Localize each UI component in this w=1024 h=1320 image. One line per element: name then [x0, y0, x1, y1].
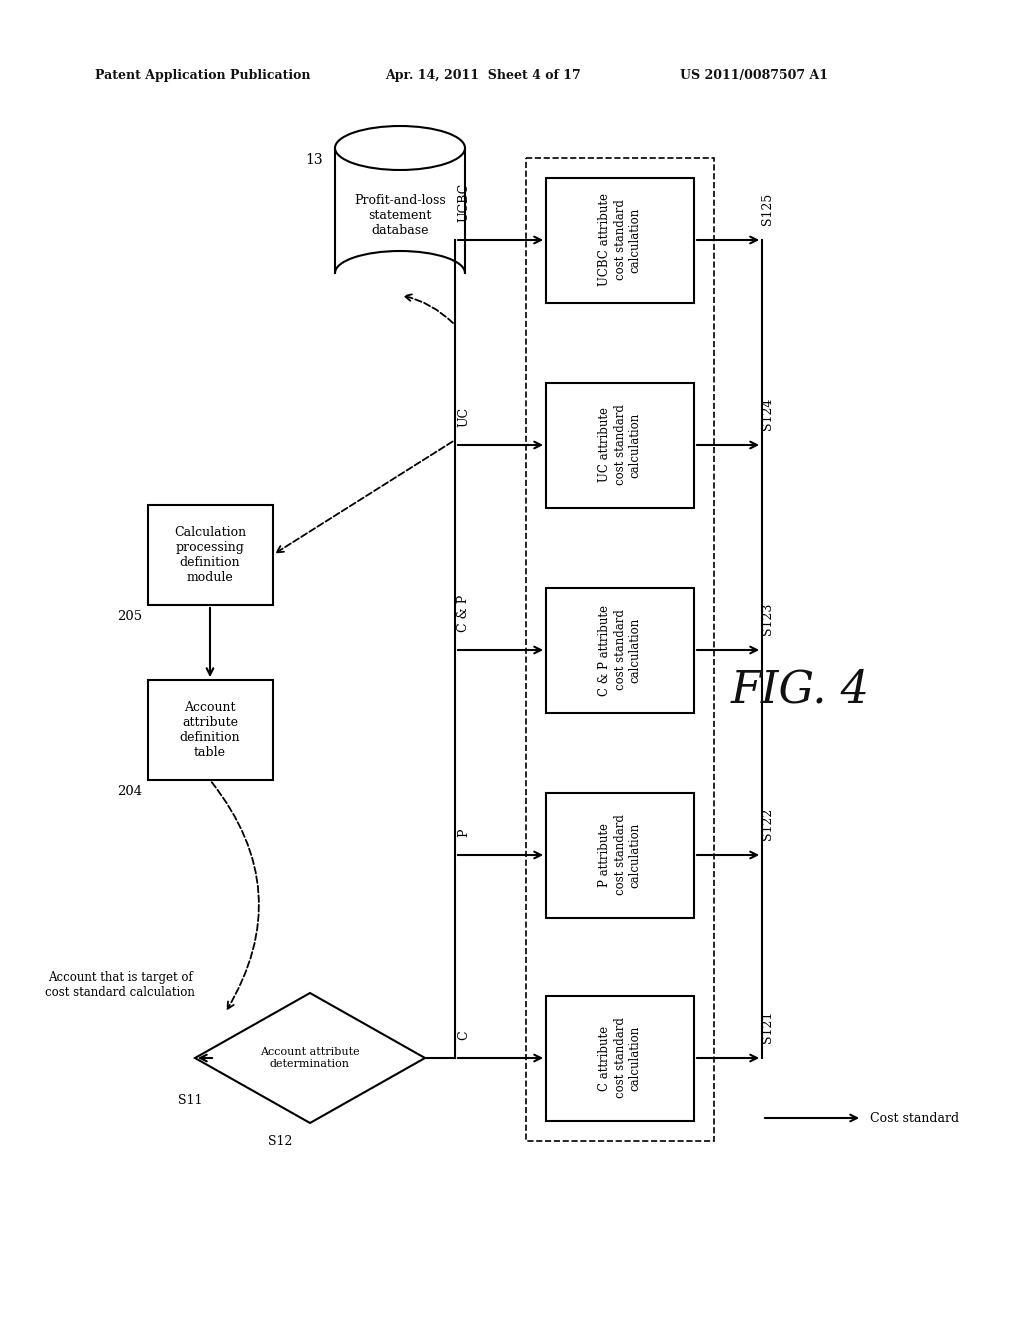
FancyBboxPatch shape: [147, 506, 272, 605]
Text: P: P: [457, 829, 470, 837]
Text: Calculation
processing
definition
module: Calculation processing definition module: [174, 525, 246, 583]
Text: S124: S124: [761, 397, 774, 430]
Text: S125: S125: [761, 193, 774, 224]
Text: Account attribute
determination: Account attribute determination: [260, 1047, 359, 1069]
Text: UC: UC: [457, 407, 470, 426]
Text: 13: 13: [305, 153, 323, 168]
Text: US 2011/0087507 A1: US 2011/0087507 A1: [680, 69, 828, 82]
Text: C: C: [457, 1031, 470, 1040]
Text: S121: S121: [761, 1011, 774, 1043]
Ellipse shape: [335, 125, 465, 170]
FancyBboxPatch shape: [546, 995, 694, 1121]
Text: UCBC attribute
cost standard
calculation: UCBC attribute cost standard calculation: [598, 194, 641, 286]
FancyBboxPatch shape: [546, 792, 694, 917]
FancyBboxPatch shape: [546, 177, 694, 302]
Text: P attribute
cost standard
calculation: P attribute cost standard calculation: [598, 814, 641, 895]
Text: S123: S123: [761, 603, 774, 635]
Text: UCBC: UCBC: [457, 182, 470, 222]
Text: C & P: C & P: [457, 595, 470, 632]
Text: 205: 205: [118, 610, 142, 623]
Polygon shape: [195, 993, 425, 1123]
Text: Profit-and-loss
statement
database: Profit-and-loss statement database: [354, 194, 445, 238]
Text: S122: S122: [761, 808, 774, 840]
Text: S12: S12: [268, 1135, 292, 1148]
Text: Patent Application Publication: Patent Application Publication: [95, 69, 310, 82]
FancyBboxPatch shape: [546, 587, 694, 713]
Text: C attribute
cost standard
calculation: C attribute cost standard calculation: [598, 1018, 641, 1098]
Text: UC attribute
cost standard
calculation: UC attribute cost standard calculation: [598, 404, 641, 486]
Text: Cost standard: Cost standard: [870, 1111, 959, 1125]
Text: C & P attribute
cost standard
calculation: C & P attribute cost standard calculatio…: [598, 605, 641, 696]
Text: Account that is target of
cost standard calculation: Account that is target of cost standard …: [45, 972, 195, 999]
Text: 204: 204: [118, 785, 142, 799]
Text: Account
attribute
definition
table: Account attribute definition table: [179, 701, 241, 759]
Text: S11: S11: [178, 1093, 203, 1106]
Text: FIG. 4: FIG. 4: [730, 668, 869, 711]
FancyBboxPatch shape: [147, 680, 272, 780]
FancyBboxPatch shape: [546, 383, 694, 507]
Text: Apr. 14, 2011  Sheet 4 of 17: Apr. 14, 2011 Sheet 4 of 17: [385, 69, 581, 82]
